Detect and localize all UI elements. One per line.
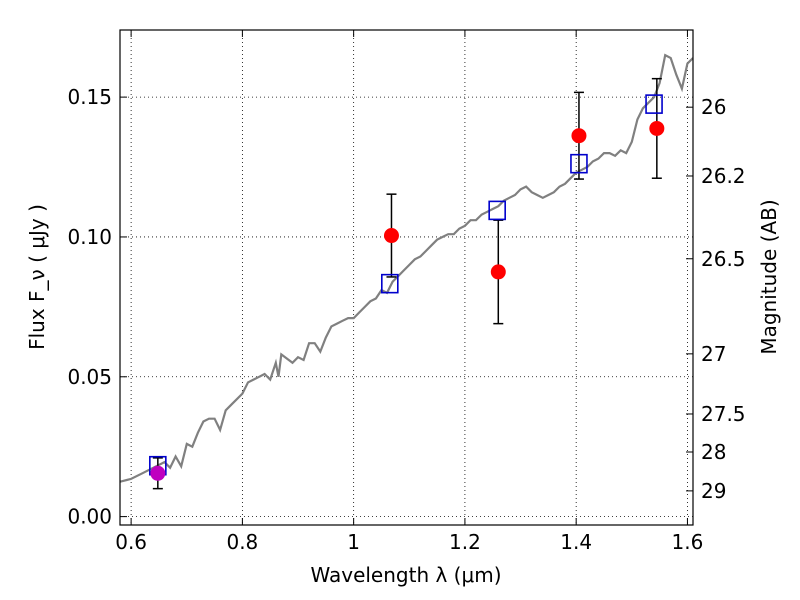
- data-markers: [149, 94, 665, 481]
- observed-point: [649, 120, 665, 136]
- x-tick-label: 1.2: [449, 530, 481, 554]
- y-tick-label: 0.15: [67, 85, 112, 109]
- error-bars: [152, 77, 662, 490]
- spectrum-series: [120, 53, 693, 483]
- right-tick-label: 26.5: [701, 247, 746, 271]
- right-tick-label: 27.5: [701, 402, 746, 426]
- y-tick-label: 0.05: [67, 365, 112, 389]
- plot-frame: [119, 29, 694, 526]
- grid-lines: [120, 30, 693, 525]
- observed-point: [150, 465, 166, 481]
- right-tick-label: 26.2: [701, 164, 746, 188]
- y-tick-label: 0.00: [67, 505, 112, 529]
- x-axis-title: Wavelength λ (μm): [310, 563, 501, 587]
- observed-point: [571, 128, 587, 144]
- y-tick-label: 0.10: [67, 225, 112, 249]
- model-square: [645, 94, 663, 114]
- model-square: [381, 273, 399, 294]
- tick-labels: 0.6 0.8 1 1.2 1.4 1.6 0.00 0.05 0.10 0.15 26 26.2 26…: [67, 85, 745, 554]
- x-tick-label: 0.8: [226, 530, 258, 554]
- x-tick-label: 1.4: [560, 530, 592, 554]
- model-square: [570, 153, 588, 174]
- axis-ticks: [120, 30, 693, 525]
- y-axis-title-right: Magnitude (AB): [757, 199, 781, 354]
- x-tick-label: 1: [347, 530, 360, 554]
- right-tick-label: 27: [701, 342, 726, 366]
- y-axis-title-left: Flux F_ν ( μJy ): [25, 204, 49, 350]
- observed-point: [383, 228, 399, 244]
- x-tick-label: 1.6: [672, 530, 704, 554]
- spectrum-line: [120, 53, 693, 483]
- right-tick-label: 29: [701, 479, 726, 503]
- right-tick-label: 28: [701, 440, 726, 464]
- observed-point: [490, 264, 506, 280]
- x-tick-label: 0.6: [115, 530, 147, 554]
- model-square: [488, 200, 506, 221]
- right-tick-label: 26: [701, 95, 726, 119]
